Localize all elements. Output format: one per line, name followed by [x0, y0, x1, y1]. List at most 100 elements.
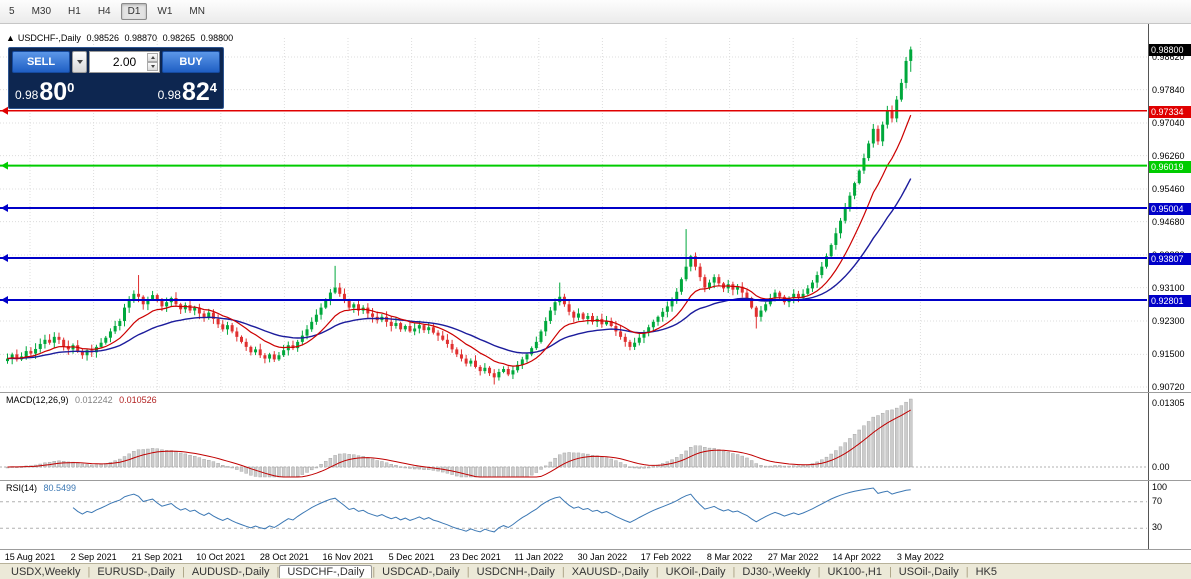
price-axis-label: 0.96260	[1152, 150, 1185, 161]
tab-separator: |	[181, 565, 185, 578]
date-label: 17 Feb 2022	[640, 552, 692, 562]
timeframe-button-w1[interactable]: W1	[157, 6, 173, 17]
price-axis-label: 0.92300	[1152, 315, 1185, 326]
price-axis-label: 0.94680	[1152, 216, 1185, 227]
chart-tab-usdcad-daily[interactable]: USDCAD-,Daily	[382, 565, 460, 578]
chart-tab-audusd-daily[interactable]: AUDUSD-,Daily	[191, 565, 270, 578]
current-price-badge: 0.98800	[1149, 44, 1191, 57]
price-axis-label: 0.97040	[1152, 117, 1185, 128]
sell-price-big: 80	[39, 78, 68, 106]
macd-scale-label: 0.01305	[1152, 398, 1185, 408]
price-level-badge: 0.96019	[1149, 160, 1191, 173]
one-click-trading-panel: SELL BUY 0.98 80 0 0.98 82 4	[8, 47, 224, 109]
buy-button[interactable]: BUY	[162, 51, 220, 73]
tab-separator: |	[655, 565, 659, 578]
price-axis-label: 0.93100	[1152, 282, 1185, 293]
sell-button[interactable]: SELL	[12, 51, 70, 73]
rsi-scale-label: 70	[1152, 495, 1163, 506]
sell-price[interactable]: 0.98 80 0	[12, 75, 77, 105]
price-level-badge: 0.95004	[1149, 203, 1191, 216]
price-level-badge: 0.93807	[1149, 253, 1191, 266]
rsi-value: 80.5499	[43, 483, 77, 493]
price-axis-label: 0.91500	[1152, 349, 1185, 360]
tab-separator: |	[817, 565, 821, 578]
price-level-badge: 0.92801	[1149, 295, 1191, 308]
date-label: 3 May 2022	[896, 552, 944, 562]
buy-price[interactable]: 0.98 82 4	[155, 75, 220, 105]
volume-decrease-icon[interactable]	[147, 62, 158, 71]
price-axis[interactable]: 0.98620 0.97840 0.97040 0.96260 0.95460 0.946…	[1148, 24, 1191, 549]
price-axis-label: 0.98620	[1152, 52, 1185, 62]
tab-separator: |	[372, 565, 376, 578]
chart-tab-xauusd-daily[interactable]: XAUUSD-,Daily	[571, 565, 649, 578]
date-label: 10 Oct 2021	[196, 552, 246, 562]
price-axis-label: 0.90720	[1152, 381, 1185, 392]
macd-title: MACD(12,26,9)	[6, 395, 69, 405]
volume-input[interactable]	[90, 55, 159, 69]
rsi-scale-label: 30	[1152, 522, 1163, 533]
sell-price-sup: 0	[67, 80, 75, 95]
date-label: 15 Aug 2021	[4, 552, 56, 562]
chart-tab-usdx-weekly[interactable]: USDX,Weekly	[11, 565, 81, 578]
macd-main-value: 0.012242	[75, 395, 113, 405]
price-axis-label: 0.97840	[1152, 84, 1185, 95]
rsi-panel-separator[interactable]	[0, 480, 1191, 481]
rsi-indicator-label: RSI(14) 80.5499	[6, 483, 80, 493]
price-level-badge: 0.97334	[1149, 105, 1191, 118]
tab-separator: |	[561, 565, 565, 578]
tab-separator: |	[87, 565, 91, 578]
candlestick-chart[interactable]	[0, 0, 1148, 549]
volume-increase-icon[interactable]	[147, 53, 158, 62]
tab-separator: |	[732, 565, 736, 578]
ohlc-open: 0.98526	[86, 33, 119, 43]
tab-separator: |	[965, 565, 969, 578]
rsi-title: RSI(14)	[6, 483, 38, 493]
rsi-scale-label: 100	[1152, 482, 1168, 492]
macd-scale-label: 0.00	[1152, 462, 1170, 472]
symbol-title: USDCHF-,Daily	[17, 33, 81, 43]
buy-price-sup: 4	[209, 80, 217, 95]
buy-price-big: 82	[181, 78, 210, 106]
timeframe-toolbar: 5 M30 H1 H4 D1 W1 MN	[0, 0, 1191, 24]
timeframe-button-h4[interactable]: H4	[97, 6, 111, 17]
volume-dropdown-button[interactable]	[72, 51, 87, 73]
date-label: 27 Mar 2022	[767, 552, 819, 562]
buy-price-prefix: 0.98	[157, 88, 181, 102]
symbol-marker-icon: ▲	[6, 33, 15, 43]
symbol-ohlc-overlay: ▲ USDCHF-,Daily 0.98526 0.98870 0.98265 0…	[6, 33, 236, 43]
chart-tab-hk5[interactable]: HK5	[975, 565, 997, 578]
chart-tab-ukoil-daily[interactable]: UKOil-,Daily	[665, 565, 726, 578]
ohlc-close: 0.98800	[200, 33, 234, 43]
tab-separator: |	[276, 565, 280, 578]
macd-indicator-label: MACD(12,26,9) 0.012242 0.010526	[6, 395, 161, 405]
sell-price-prefix: 0.98	[15, 88, 39, 102]
timeframe-button-m30[interactable]: M30	[31, 6, 52, 17]
chart-tab-usoil-daily[interactable]: USOil-,Daily	[898, 565, 959, 578]
timeframe-button-h1[interactable]: H1	[68, 6, 81, 17]
tab-separator: |	[888, 565, 892, 578]
date-label: 5 Dec 2021	[388, 552, 435, 562]
macd-signal-value: 0.010526	[119, 395, 157, 405]
date-label: 16 Nov 2021	[322, 552, 374, 562]
date-label: 23 Dec 2021	[449, 552, 501, 562]
chart-tab-dj30-weekly[interactable]: DJ30-,Weekly	[742, 565, 811, 578]
chart-tab-usdchf-daily[interactable]: USDCHF-,Daily	[279, 565, 373, 578]
chart-tab-eurusd-daily[interactable]: EURUSD-,Daily	[97, 565, 175, 578]
ohlc-low: 0.98265	[162, 33, 196, 43]
macd-panel-separator[interactable]	[0, 392, 1191, 393]
timeframe-button-5[interactable]: 5	[9, 6, 15, 17]
date-label: 8 Mar 2022	[706, 552, 753, 562]
timeframe-button-d1[interactable]: D1	[120, 3, 148, 20]
date-label: 11 Jan 2022	[514, 552, 564, 562]
chart-tab-usdcnh-daily[interactable]: USDCNH-,Daily	[476, 565, 555, 578]
date-label: 28 Oct 2021	[259, 552, 309, 562]
chart-tab-uk100-h1[interactable]: UK100-,H1	[827, 565, 882, 578]
tab-separator: |	[466, 565, 470, 578]
date-label: 21 Sep 2021	[131, 552, 183, 562]
volume-spinner	[147, 53, 158, 71]
time-axis[interactable]: 15 Aug 2021 2 Sep 2021 21 Sep 2021 10 Oct 2…	[0, 549, 1191, 563]
price-axis-label: 0.95460	[1152, 183, 1185, 194]
date-label: 14 Apr 2022	[832, 552, 882, 562]
timeframe-button-mn[interactable]: MN	[189, 6, 205, 17]
